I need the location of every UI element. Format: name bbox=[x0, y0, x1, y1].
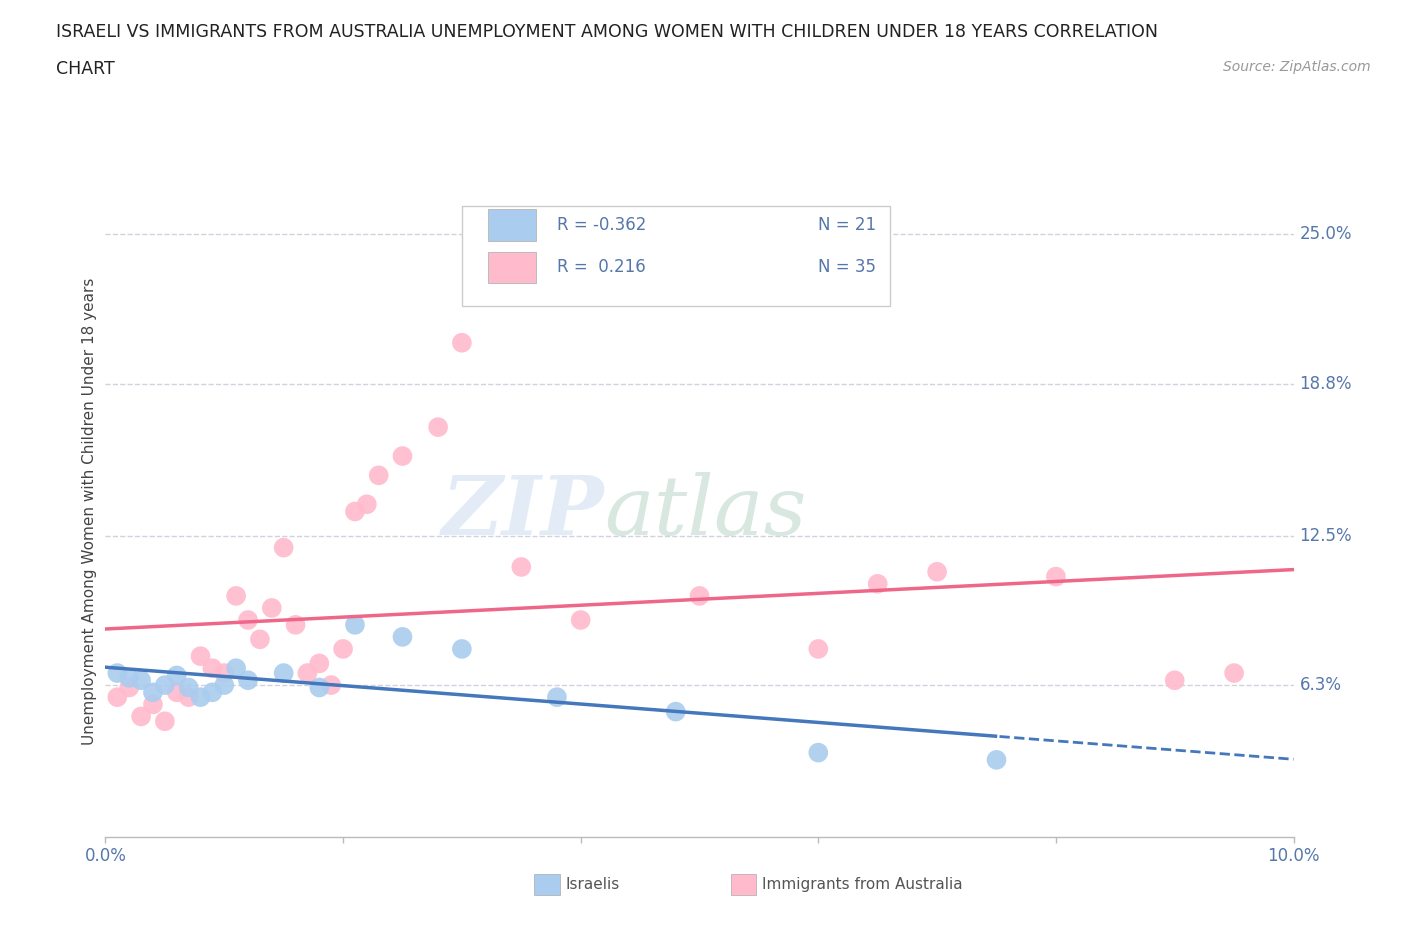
Point bbox=[807, 642, 830, 657]
Text: 6.3%: 6.3% bbox=[1299, 676, 1341, 694]
Text: Immigrants from Australia: Immigrants from Australia bbox=[762, 877, 963, 892]
Point bbox=[190, 649, 212, 664]
Text: CHART: CHART bbox=[56, 60, 115, 78]
Point bbox=[343, 504, 366, 519]
Text: R = -0.362: R = -0.362 bbox=[557, 216, 647, 234]
Point bbox=[118, 671, 141, 685]
Point bbox=[308, 680, 330, 695]
Text: N = 35: N = 35 bbox=[818, 259, 876, 276]
Point bbox=[214, 666, 236, 681]
Text: ISRAELI VS IMMIGRANTS FROM AUSTRALIA UNEMPLOYMENT AMONG WOMEN WITH CHILDREN UNDE: ISRAELI VS IMMIGRANTS FROM AUSTRALIA UNE… bbox=[56, 23, 1159, 41]
Point bbox=[356, 497, 378, 512]
Point bbox=[166, 684, 188, 699]
Point bbox=[273, 540, 295, 555]
Bar bbox=[488, 252, 536, 283]
Point bbox=[927, 565, 949, 579]
Point bbox=[807, 745, 830, 760]
Point bbox=[260, 601, 283, 616]
FancyBboxPatch shape bbox=[461, 206, 890, 307]
Point bbox=[225, 589, 247, 604]
Text: atlas: atlas bbox=[605, 472, 807, 551]
Point bbox=[569, 613, 592, 628]
Point bbox=[391, 448, 413, 463]
Point bbox=[321, 678, 343, 693]
Point bbox=[177, 680, 200, 695]
Point bbox=[201, 684, 224, 699]
Point bbox=[190, 690, 212, 705]
Point bbox=[118, 680, 141, 695]
Point bbox=[450, 642, 472, 657]
Text: N = 21: N = 21 bbox=[818, 216, 876, 234]
Point bbox=[866, 577, 889, 591]
Point bbox=[450, 336, 472, 351]
Text: 18.8%: 18.8% bbox=[1299, 375, 1353, 392]
Point bbox=[986, 752, 1008, 767]
Point bbox=[367, 468, 389, 483]
Point bbox=[105, 690, 128, 705]
Text: ZIP: ZIP bbox=[441, 472, 605, 551]
Point bbox=[225, 661, 247, 676]
Point bbox=[284, 618, 307, 632]
Point bbox=[166, 668, 188, 683]
Text: 12.5%: 12.5% bbox=[1299, 526, 1353, 545]
Point bbox=[201, 661, 224, 676]
Point bbox=[142, 684, 165, 699]
Text: R =  0.216: R = 0.216 bbox=[557, 259, 645, 276]
Point bbox=[427, 419, 450, 434]
Point bbox=[689, 589, 711, 604]
Text: Israelis: Israelis bbox=[565, 877, 620, 892]
Point bbox=[249, 631, 271, 646]
Point bbox=[1045, 569, 1067, 584]
Bar bbox=[488, 209, 536, 241]
Point bbox=[273, 666, 295, 681]
Point bbox=[332, 642, 354, 657]
Point bbox=[1164, 672, 1187, 687]
Point bbox=[308, 656, 330, 671]
Point bbox=[129, 709, 152, 724]
Point bbox=[105, 666, 128, 681]
Text: Source: ZipAtlas.com: Source: ZipAtlas.com bbox=[1223, 60, 1371, 74]
Text: 25.0%: 25.0% bbox=[1299, 225, 1353, 244]
Point bbox=[510, 560, 533, 575]
Point bbox=[214, 678, 236, 693]
Point bbox=[665, 704, 688, 719]
Point bbox=[153, 678, 176, 693]
Point bbox=[236, 613, 259, 628]
Point bbox=[142, 697, 165, 711]
Point bbox=[343, 618, 366, 632]
Point bbox=[236, 672, 259, 687]
Y-axis label: Unemployment Among Women with Children Under 18 years: Unemployment Among Women with Children U… bbox=[82, 278, 97, 745]
Point bbox=[1223, 666, 1246, 681]
Point bbox=[391, 630, 413, 644]
Point bbox=[129, 672, 152, 687]
Point bbox=[177, 690, 200, 705]
Point bbox=[297, 666, 319, 681]
Point bbox=[153, 714, 176, 729]
Point bbox=[546, 690, 568, 705]
